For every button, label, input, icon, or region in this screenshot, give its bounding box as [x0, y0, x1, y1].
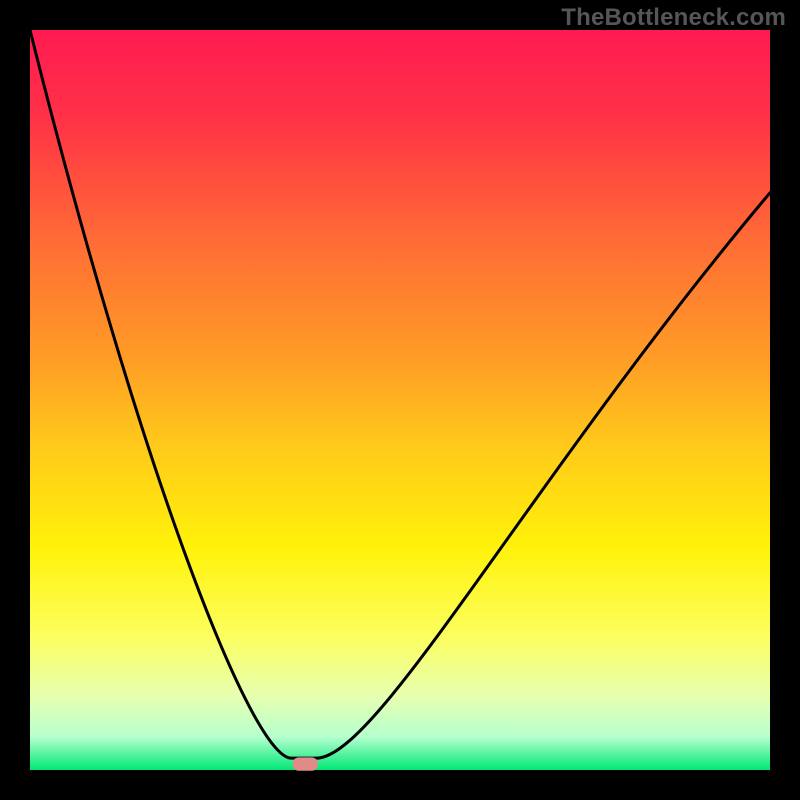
bottleneck-chart: [0, 0, 800, 800]
optimal-point-marker: [293, 757, 318, 770]
plot-background: [30, 30, 770, 770]
chart-stage: TheBottleneck.com: [0, 0, 800, 800]
watermark-label: TheBottleneck.com: [561, 4, 786, 32]
